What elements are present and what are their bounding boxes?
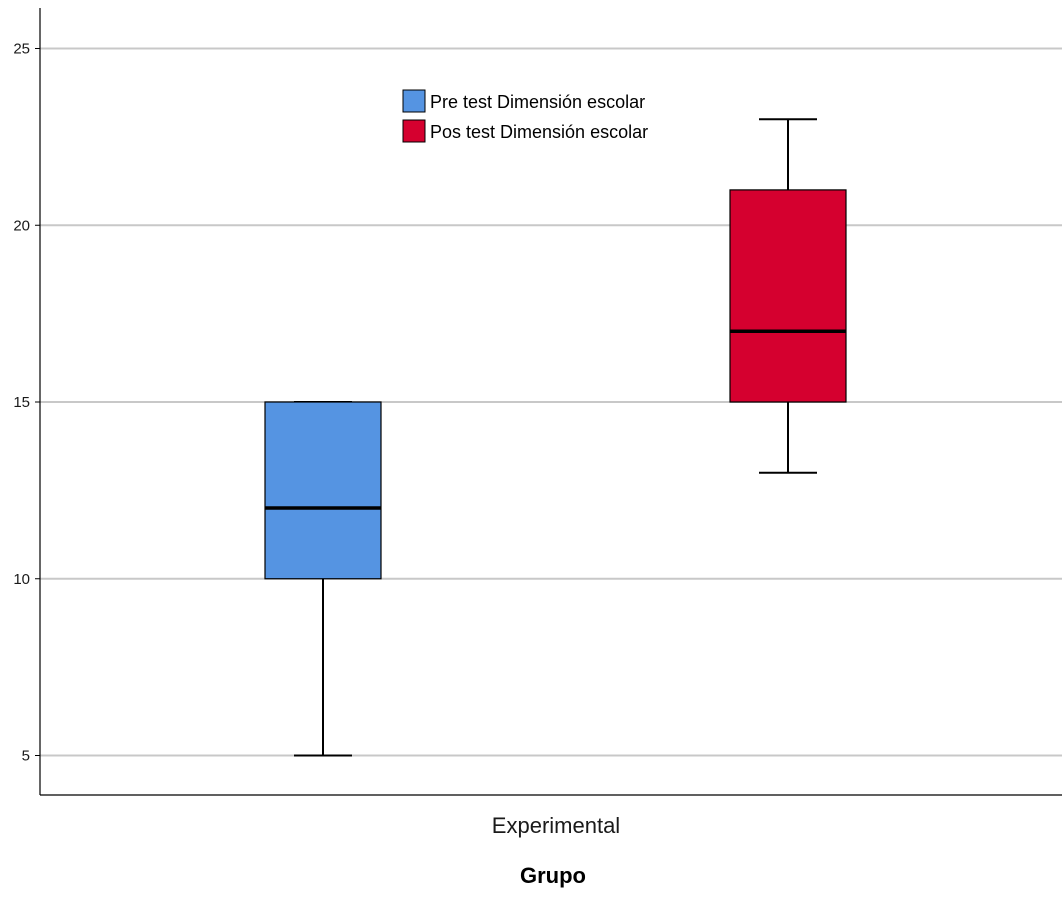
iqr-box bbox=[729, 189, 847, 403]
legend-label: Pos test Dimensión escolar bbox=[430, 122, 648, 142]
grid-lines bbox=[40, 47, 1062, 757]
x-category-label: Experimental bbox=[492, 813, 620, 838]
y-tick-label: 20 bbox=[13, 217, 30, 234]
axis-labels: Experimental Grupo bbox=[492, 813, 620, 888]
y-tick-label: 10 bbox=[13, 571, 30, 588]
legend-swatch bbox=[402, 89, 426, 113]
legend-swatch bbox=[402, 119, 426, 143]
legend: Pre test Dimensión escolar Pos test Dimen… bbox=[402, 89, 648, 143]
y-tick-label: 25 bbox=[13, 41, 30, 58]
legend-label: Pre test Dimensión escolar bbox=[430, 92, 645, 112]
box-pos-test bbox=[729, 118, 847, 474]
x-axis-title: Grupo bbox=[520, 863, 586, 888]
y-tick-label: 5 bbox=[22, 748, 30, 765]
iqr-box bbox=[264, 401, 382, 580]
box-pre-test bbox=[264, 401, 382, 757]
y-tick-label: 15 bbox=[13, 394, 30, 411]
axes: 5 10 15 20 25 bbox=[13, 8, 1062, 796]
boxes bbox=[264, 118, 847, 757]
